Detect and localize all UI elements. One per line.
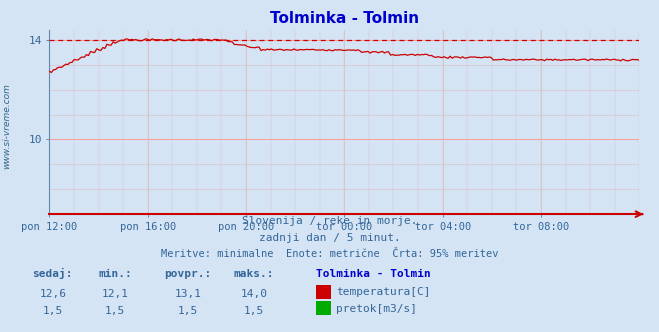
Text: sedaj:: sedaj:	[32, 268, 73, 279]
Text: 13,1: 13,1	[175, 289, 201, 299]
Text: 14,0: 14,0	[241, 289, 267, 299]
Text: Meritve: minimalne  Enote: metrične  Črta: 95% meritev: Meritve: minimalne Enote: metrične Črta:…	[161, 249, 498, 259]
Text: 1,5: 1,5	[178, 306, 198, 316]
Text: www.si-vreme.com: www.si-vreme.com	[2, 83, 11, 169]
Text: zadnji dan / 5 minut.: zadnji dan / 5 minut.	[258, 233, 401, 243]
Text: min.:: min.:	[98, 269, 132, 279]
Text: maks.:: maks.:	[233, 269, 274, 279]
Text: 12,6: 12,6	[40, 289, 66, 299]
Text: 12,1: 12,1	[102, 289, 129, 299]
Text: 1,5: 1,5	[43, 306, 63, 316]
Text: Slovenija / reke in morje.: Slovenija / reke in morje.	[242, 216, 417, 226]
Text: povpr.:: povpr.:	[164, 269, 212, 279]
Text: 1,5: 1,5	[105, 306, 125, 316]
Title: Tolminka - Tolmin: Tolminka - Tolmin	[270, 11, 419, 26]
Text: 1,5: 1,5	[244, 306, 264, 316]
Text: temperatura[C]: temperatura[C]	[336, 287, 430, 297]
Text: Tolminka - Tolmin: Tolminka - Tolmin	[316, 269, 431, 279]
Text: pretok[m3/s]: pretok[m3/s]	[336, 304, 417, 314]
